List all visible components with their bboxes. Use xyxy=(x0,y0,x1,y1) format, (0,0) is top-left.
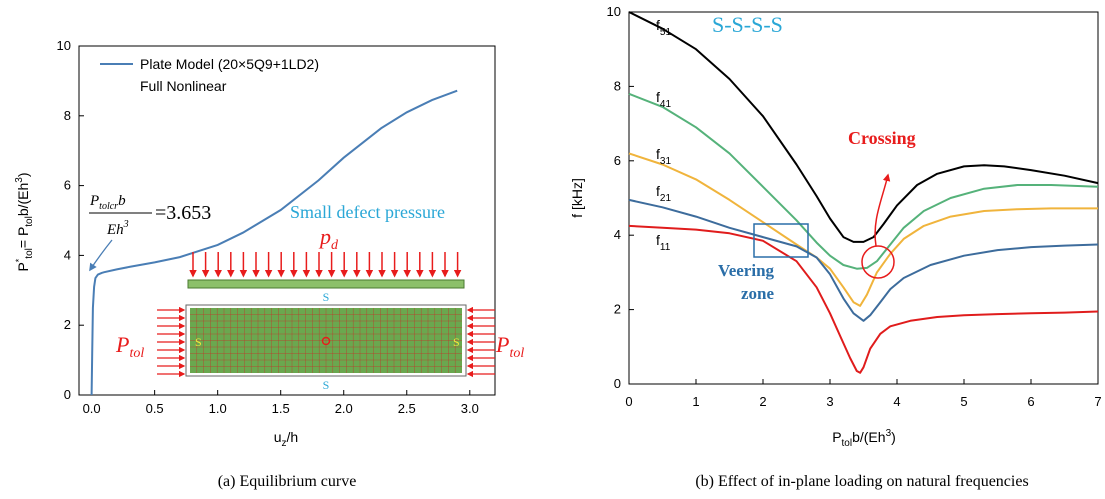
ptol-label-right: Ptol xyxy=(495,332,524,361)
pressure-arrows xyxy=(189,252,462,278)
x-ticks-a: 0.0 0.5 1.0 1.5 2.0 2.5 3.0 xyxy=(83,390,479,416)
small-defect-label: Small defect pressure xyxy=(290,202,445,222)
legend-label-plate-model: Plate Model (20×5Q9+1LD2) xyxy=(140,56,319,72)
y-ticks-a: 0 2 4 6 8 10 xyxy=(57,38,84,402)
frequency-curves xyxy=(628,11,1099,374)
critical-value: =3.653 xyxy=(155,202,211,224)
crossing-circle xyxy=(861,245,895,279)
series-label-f51: f51 xyxy=(656,17,671,38)
x-tick-label-a: 0.0 xyxy=(83,401,101,416)
x-axis-label-a: uz/h xyxy=(274,429,298,449)
pd-label: pd xyxy=(318,224,339,253)
plate-mesh xyxy=(190,308,462,373)
x-tick-label-a: 2.5 xyxy=(398,401,416,416)
support-label-bottom: S xyxy=(323,378,330,392)
y-tick-label-a: 4 xyxy=(64,247,71,262)
y-tick-label-b: 6 xyxy=(614,153,621,168)
x-axis-label-b: Ptolb/(Eh3) xyxy=(832,428,896,449)
y-tick-label-a: 10 xyxy=(57,38,71,53)
caption-a: (a) Equilibrium curve xyxy=(218,473,357,490)
equilibrium-curve xyxy=(90,89,458,396)
series-line-f21 xyxy=(628,198,1099,322)
ptol-label-left: Ptol xyxy=(115,332,144,361)
x-tick-label-b: 5 xyxy=(960,394,967,409)
y-tick-label-a: 2 xyxy=(64,317,71,332)
y-tick-label-a: 8 xyxy=(64,108,71,123)
x-tick-label-a: 2.0 xyxy=(335,401,353,416)
y-tick-label-b: 8 xyxy=(614,78,621,93)
series-line-f51 xyxy=(628,11,1099,243)
x-tick-label-b: 3 xyxy=(826,394,833,409)
plate-center-point xyxy=(321,336,331,346)
legend-a: Plate Model (20×5Q9+1LD2) Full Nonlinear xyxy=(100,56,319,94)
crossing-label: Crossing xyxy=(848,128,916,148)
crossing-arrow xyxy=(874,173,891,247)
critical-arrow xyxy=(89,239,113,272)
x-tick-label-a: 3.0 xyxy=(461,401,479,416)
series-label-f41: f41 xyxy=(656,89,671,110)
series-label-f31: f31 xyxy=(656,146,671,167)
x-tick-label-b: 6 xyxy=(1027,394,1034,409)
x-tick-label-a: 1.0 xyxy=(209,401,227,416)
series-line-f41 xyxy=(628,92,1099,270)
legend-label-full-nonlinear: Full Nonlinear xyxy=(140,78,227,94)
y-tick-label-a: 0 xyxy=(64,387,71,402)
series-label-f11: f11 xyxy=(656,232,671,253)
x-tick-label-a: 1.5 xyxy=(272,401,290,416)
plot-frame-b xyxy=(628,11,1099,385)
y-tick-label-b: 4 xyxy=(614,227,621,242)
x-tick-label-b: 1 xyxy=(692,394,699,409)
support-label-top: S xyxy=(323,290,330,304)
x-ticks-b: 0 1 2 3 4 5 6 7 xyxy=(625,379,1102,409)
critical-denominator: Eh3 xyxy=(106,219,129,238)
veering-label-line1: Veering xyxy=(718,261,775,280)
y-tick-label-b: 2 xyxy=(614,302,621,317)
critical-numerator: Ptolcrb xyxy=(89,193,126,212)
in-plane-load-arrows xyxy=(157,306,495,378)
support-label-left: S xyxy=(195,335,202,349)
series-labels: f51 f41 f31 f21 f11 xyxy=(656,17,671,253)
y-tick-label-b: 10 xyxy=(607,4,621,19)
support-label-right: S xyxy=(453,335,460,349)
y-ticks-b: 0 2 4 6 8 10 xyxy=(607,4,634,391)
x-tick-label-b: 7 xyxy=(1094,394,1101,409)
y-tick-label-b: 0 xyxy=(614,376,621,391)
x-tick-label-b: 2 xyxy=(759,394,766,409)
plot-frame-a xyxy=(78,45,496,396)
caption-b: (b) Effect of in-plane loading on natura… xyxy=(695,473,1028,490)
equilibrium-chart: 0.0 0.5 1.0 1.5 2.0 2.5 3.0 0 2 4 6 8 10 uz/h P*tol… xyxy=(14,38,524,490)
frequency-chart: 0 1 2 3 4 5 6 7 0 2 4 6 8 10 Ptolb/(Eh3) f [kHz] S-S… xyxy=(569,4,1102,490)
x-tick-label-a: 0.5 xyxy=(146,401,164,416)
series-line-f31 xyxy=(628,152,1098,307)
chart-title-b: S-S-S-S xyxy=(712,12,783,37)
veering-zone-box xyxy=(753,223,809,258)
critical-load-annotation: Ptolcrb Eh3 =3.653 xyxy=(89,193,211,272)
y-tick-label-a: 6 xyxy=(64,178,71,193)
series-label-f21: f21 xyxy=(656,183,671,204)
plate-side-view xyxy=(187,279,465,289)
x-tick-label-b: 0 xyxy=(625,394,632,409)
veering-label-line2: zone xyxy=(741,284,775,303)
x-tick-label-b: 4 xyxy=(893,394,900,409)
y-axis-label-a: P*tol= Ptolb/(Eh3) xyxy=(14,172,35,271)
series-line-f11 xyxy=(628,224,1099,374)
y-axis-label-b: f [kHz] xyxy=(569,178,585,218)
